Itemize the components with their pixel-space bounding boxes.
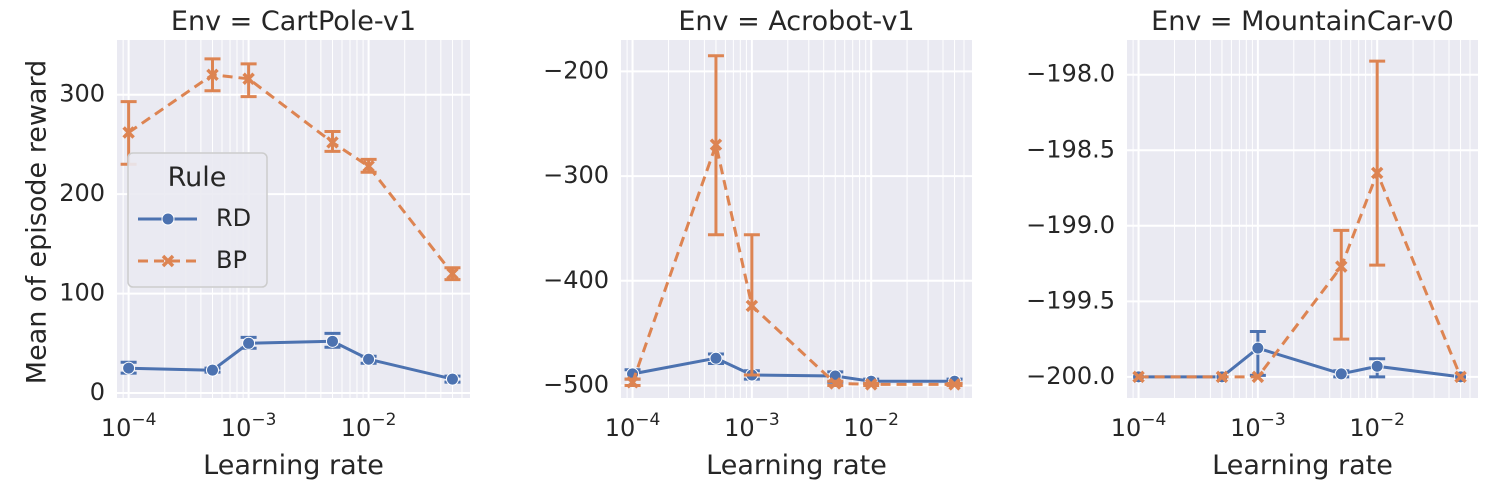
data-point-rd (445, 372, 459, 386)
x-axis-label: Learning rate (706, 450, 887, 481)
series-line-bp (631, 139, 955, 386)
y-tick-label: 300 (59, 80, 105, 108)
data-point-bp (948, 378, 961, 391)
plot-area (1127, 40, 1478, 398)
minor-gridlines (122, 40, 463, 398)
legend-label-bp: BP (216, 246, 247, 274)
data-point-bp (1335, 260, 1348, 273)
data-point-rd (205, 363, 219, 377)
series-line-bp (1138, 168, 1462, 379)
x-tick-label: 10−3 (221, 410, 277, 442)
y-tick-label: −200.0 (1026, 362, 1115, 390)
data-point-bp (122, 126, 135, 139)
legend: Rule RD BP (127, 152, 268, 288)
x-tick-label: 10−4 (101, 410, 157, 442)
x-axis-label: Learning rate (203, 450, 384, 481)
data-point-bp (206, 68, 219, 82)
data-point-bp (1370, 166, 1384, 180)
panel-1: 10−4 10−3 10−2 0 100 200 300 Env = CartPole-v1 L… (59, 6, 470, 481)
data-point-bp (1215, 370, 1229, 384)
legend-marker-rd (161, 212, 175, 226)
data-point-rd (1370, 359, 1384, 373)
data-point-bp (864, 378, 878, 391)
series-layer (120, 57, 461, 386)
data-point-bp (829, 377, 842, 390)
x-tick-label: 10−3 (724, 410, 780, 442)
y-tick-label: 200 (59, 179, 105, 207)
data-point-bp (446, 267, 459, 280)
y-axis-label: Mean of episode reward (22, 60, 53, 384)
x-tick-label: 10−3 (1230, 410, 1286, 442)
y-tick-label: −200 (543, 56, 609, 84)
data-point-rd (709, 351, 723, 365)
data-point-bp (745, 299, 759, 313)
data-point-rd (325, 334, 339, 348)
y-tick-label: −500 (543, 370, 609, 398)
error-bar-bp (1333, 228, 1350, 341)
data-point-bp (626, 376, 639, 389)
legend-box (127, 152, 268, 288)
x-tick-label: 10−2 (341, 410, 397, 442)
data-point-bp (1132, 370, 1145, 384)
data-point-rd (242, 336, 256, 350)
legend-marker-bp (161, 254, 175, 268)
x-tick-label: 10−4 (1111, 410, 1167, 442)
series-layer (1132, 59, 1468, 384)
y-tick-label: 0 (90, 378, 105, 406)
y-tick-label: −198.5 (1026, 135, 1115, 163)
plot-area (621, 40, 972, 398)
panel-title: Env = CartPole-v1 (171, 6, 416, 37)
data-point-rd (122, 361, 136, 375)
data-point-bp (1251, 370, 1265, 384)
data-point-rd (1251, 341, 1265, 355)
series-layer (624, 54, 963, 391)
panel-title: Env = Acrobot-v1 (678, 6, 914, 37)
legend-title: Rule (168, 162, 227, 193)
series-line-rd (128, 339, 453, 381)
panel-title: Env = MountainCar-v0 (1151, 6, 1454, 37)
data-point-bp (709, 138, 723, 151)
x-axis-label: Learning rate (1212, 450, 1393, 481)
y-tick-label: −198.0 (1026, 60, 1115, 88)
y-tick-label: −199.0 (1026, 211, 1115, 239)
minor-gridlines (626, 40, 965, 398)
y-tick-label: −400 (543, 266, 609, 294)
data-point-bp (326, 136, 339, 149)
data-point-rd (362, 352, 376, 366)
data-point-bp (1454, 370, 1467, 384)
y-tick-label: −300 (543, 161, 609, 189)
data-point-bp (362, 160, 375, 173)
series-line-bp (127, 73, 454, 275)
data-point-bp (242, 72, 255, 86)
y-tick-label: −199.5 (1026, 286, 1115, 314)
y-tick-label: 100 (59, 279, 105, 307)
x-tick-label: 10−2 (843, 410, 899, 442)
minor-gridlines (1132, 40, 1471, 398)
series-line-rd (632, 356, 955, 383)
error-bar-bp (1369, 59, 1386, 267)
data-point-rd (1334, 367, 1348, 381)
legend-label-rd: RD (216, 204, 251, 232)
x-tick-label: 10−2 (1349, 410, 1405, 442)
panel-3: 10−4 10−3 10−2 −200.0 −199.5 −199.0 −198.5 −198… (1026, 6, 1478, 481)
x-tick-label: 10−4 (605, 410, 661, 442)
panel-2: 10−4 10−3 10−2 −500 −400 −300 −200 Env = Acrobo… (543, 6, 972, 481)
